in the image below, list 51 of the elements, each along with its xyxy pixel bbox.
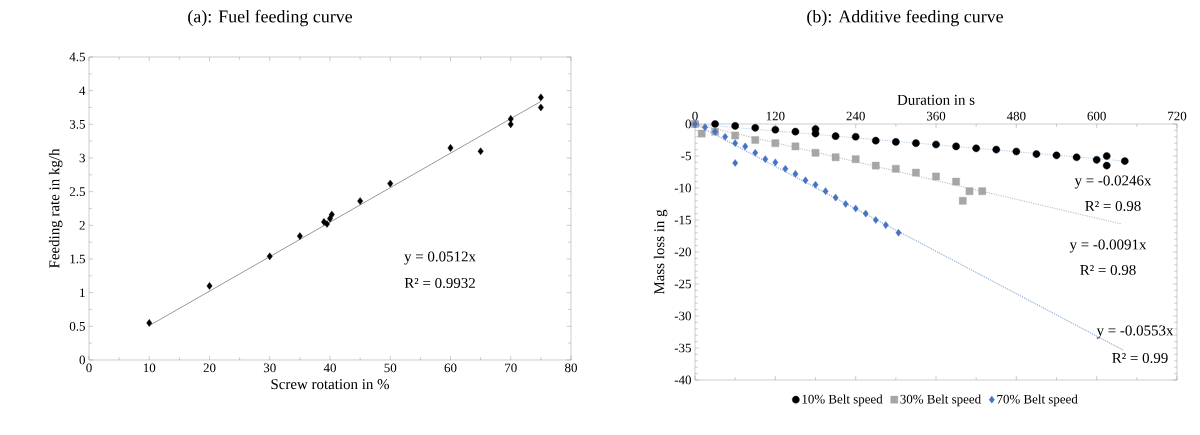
annotation: R² = 0.99 [1112, 352, 1168, 364]
annotation: R² = 0.98 [1085, 200, 1141, 212]
x-axis-title: Screw rotation in % [271, 379, 390, 390]
annotation: y = -0.0091x [1069, 239, 1147, 253]
y-tick-label: 1.5 [70, 254, 85, 264]
x-tick-label: 240 [846, 111, 865, 121]
x-tick-label: 80 [565, 363, 577, 373]
chart-title: (b): Additive feeding curve [807, 9, 1003, 27]
y-axis-title: Mass loss in g [653, 209, 668, 295]
y-tick-label: -25 [674, 279, 691, 289]
x-tick-label: 0 [692, 111, 698, 121]
x-tick-label: 70 [505, 363, 517, 373]
y-tick-label: -40 [674, 375, 691, 385]
y-axis-title: Feeding rate in kg/h [48, 148, 63, 269]
y-tick-label: -35 [674, 343, 691, 353]
y-tick-label: -10 [674, 183, 691, 193]
y-tick-label: 4 [79, 86, 86, 95]
y-tick-label: 2.5 [69, 187, 85, 197]
legend-label: 10% Belt speed [802, 394, 883, 407]
x-tick-label: 480 [1006, 111, 1026, 121]
x-tick-label: 50 [384, 363, 397, 373]
annotation: R² = 0.98 [1080, 264, 1136, 276]
y-tick-label: -30 [674, 311, 691, 321]
annotation: y = -0.0553x [1096, 325, 1174, 339]
y-tick-label: 2 [79, 221, 85, 230]
legend-label: 30% Belt speed [900, 394, 981, 407]
y-tick-label: 1 [80, 288, 85, 297]
y-tick-label: 0 [79, 355, 85, 365]
y-tick-label: 0.5 [69, 321, 85, 331]
x-tick-label: 360 [926, 111, 946, 121]
y-tick-label: 3 [79, 153, 85, 163]
annotation: y = 0.0512x [404, 251, 476, 265]
annotation: R² = 0.9932 [404, 277, 475, 289]
x-tick-label: 720 [1168, 111, 1187, 121]
legend-label: 70% Belt speed [997, 394, 1078, 407]
x-tick-label: 10 [143, 363, 156, 373]
x-tick-label: 120 [766, 111, 785, 121]
x-tick-label: 30 [263, 363, 276, 373]
y-tick-label: -20 [674, 247, 691, 257]
x-tick-label: 40 [323, 363, 336, 373]
x-axis-title: Duration in s [897, 94, 975, 105]
annotation: y = -0.0246x [1074, 175, 1152, 189]
y-tick-label: 4.5 [69, 52, 85, 62]
x-tick-label: 20 [203, 363, 216, 373]
chart-title: (a): Fuel feeding curve [188, 9, 353, 27]
y-tick-label: -15 [674, 215, 691, 225]
y-tick-label: 0 [685, 119, 691, 129]
y-tick-label: 3.5 [69, 119, 85, 129]
y-tick-label: -5 [681, 151, 691, 161]
x-tick-label: 60 [444, 363, 457, 373]
x-tick-label: 600 [1087, 111, 1106, 121]
